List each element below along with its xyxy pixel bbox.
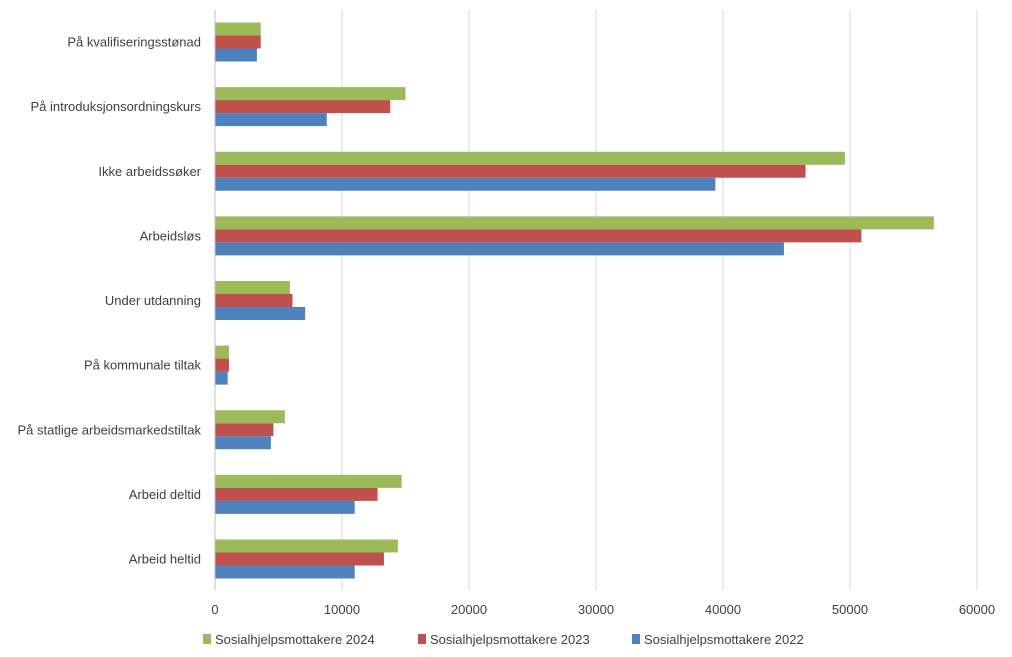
bar-arbeid-deltid-sosialhjelpsmottakere-2023 <box>215 487 378 501</box>
bar-ikke-arbeidssoker-sosialhjelpsmottakere-2023 <box>215 164 806 178</box>
bar-arbeid-heltid-sosialhjelpsmottakere-2024 <box>215 539 398 553</box>
legend-swatch-sosialhjelpsmottakere-2024 <box>203 634 211 644</box>
bar-pa-introduksjonsordningskurs-sosialhjelpsmottakere-2022 <box>215 113 327 127</box>
category-label: På kvalifiseringsstønad <box>67 35 201 50</box>
legend-label: Sosialhjelpsmottakere 2023 <box>430 632 590 647</box>
legend-label: Sosialhjelpsmottakere 2024 <box>215 632 375 647</box>
category-label: Arbeid deltid <box>129 487 201 502</box>
bar-arbeid-deltid-sosialhjelpsmottakere-2024 <box>215 474 402 488</box>
bar-under-utdanning-sosialhjelpsmottakere-2023 <box>215 294 293 307</box>
category-label: På introduksjonsordningskurs <box>30 99 201 114</box>
bar-pa-statlige-arbeidsmarkedstiltak-sosialhjelpsmottakere-2022 <box>215 436 271 450</box>
bar-arbeidslos-sosialhjelpsmottakere-2022 <box>215 242 784 256</box>
bar-arbeidslos-sosialhjelpsmottakere-2023 <box>215 229 862 243</box>
x-tick-label: 10000 <box>324 602 360 617</box>
bar-pa-statlige-arbeidsmarkedstiltak-sosialhjelpsmottakere-2023 <box>215 423 274 437</box>
bar-under-utdanning-sosialhjelpsmottakere-2022 <box>215 307 306 320</box>
bar-under-utdanning-sosialhjelpsmottakere-2024 <box>215 281 290 294</box>
category-label: Arbeid heltid <box>129 552 201 567</box>
bar-pa-kvalifiseringsstonad-sosialhjelpsmottakere-2022 <box>215 48 257 62</box>
bar-pa-kvalifiseringsstonad-sosialhjelpsmottakere-2024 <box>215 22 261 36</box>
bar-pa-kvalifiseringsstonad-sosialhjelpsmottakere-2023 <box>215 35 261 49</box>
legend-swatch-sosialhjelpsmottakere-2023 <box>418 634 426 644</box>
bar-pa-introduksjonsordningskurs-sosialhjelpsmottakere-2024 <box>215 87 406 101</box>
bar-arbeid-heltid-sosialhjelpsmottakere-2023 <box>215 552 384 566</box>
x-tick-label: 60000 <box>959 602 995 617</box>
x-tick-label: 0 <box>211 602 218 617</box>
bar-arbeid-deltid-sosialhjelpsmottakere-2022 <box>215 500 355 514</box>
category-label: Ikke arbeidssøker <box>98 164 201 179</box>
bar-pa-kommunale-tiltak-sosialhjelpsmottakere-2023 <box>215 358 229 372</box>
gridlines <box>341 10 978 590</box>
category-label: Under utdanning <box>105 293 201 308</box>
bar-ikke-arbeidssoker-sosialhjelpsmottakere-2022 <box>215 177 716 191</box>
x-tick-label: 20000 <box>451 602 487 617</box>
bar-arbeidslos-sosialhjelpsmottakere-2024 <box>215 216 934 230</box>
bar-pa-kommunale-tiltak-sosialhjelpsmottakere-2024 <box>215 345 229 359</box>
legend: Sosialhjelpsmottakere 2024 Sosialhjelpsmo… <box>203 632 804 647</box>
category-label: Arbeidsløs <box>140 228 202 243</box>
legend-label: Sosialhjelpsmottakere 2022 <box>644 632 804 647</box>
bar-pa-introduksjonsordningskurs-sosialhjelpsmottakere-2023 <box>215 100 391 114</box>
bar-pa-statlige-arbeidsmarkedstiltak-sosialhjelpsmottakere-2024 <box>215 410 285 424</box>
x-tick-label: 40000 <box>705 602 741 617</box>
bar-arbeid-heltid-sosialhjelpsmottakere-2022 <box>215 565 355 579</box>
legend-swatch-sosialhjelpsmottakere-2022 <box>632 634 640 644</box>
bar-pa-kommunale-tiltak-sosialhjelpsmottakere-2022 <box>215 371 228 385</box>
category-label: På statlige arbeidsmarkedstiltak <box>17 422 201 437</box>
bars <box>215 22 934 579</box>
category-label: På kommunale tiltak <box>84 358 202 373</box>
x-tick-label: 30000 <box>578 602 614 617</box>
x-axis-ticks: 0 10000 20000 30000 40000 50000 60000 <box>211 602 995 617</box>
x-tick-label: 50000 <box>832 602 868 617</box>
bar-ikke-arbeidssoker-sosialhjelpsmottakere-2024 <box>215 151 845 165</box>
category-labels: På kvalifiseringsstønad På introduksjonso… <box>17 35 201 567</box>
